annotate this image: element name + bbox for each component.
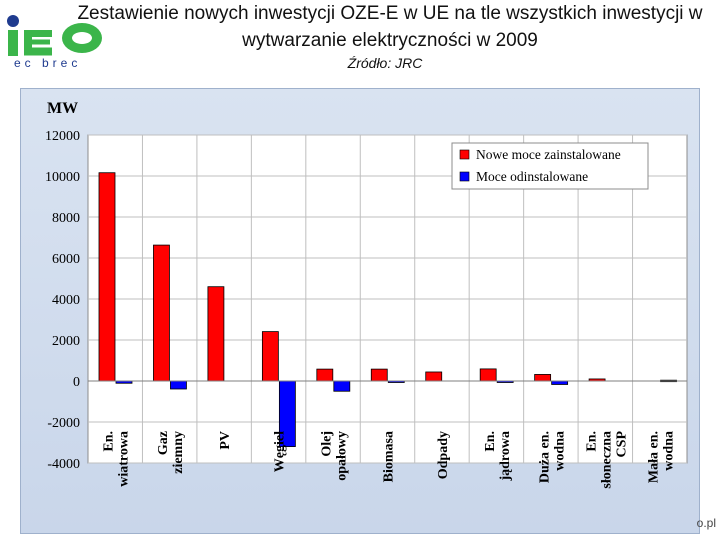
y-tick-label: 6000 — [52, 252, 80, 267]
x-category-label: wiatrowa — [117, 431, 132, 487]
y-tick-label: 10000 — [45, 170, 80, 185]
x-category-label: Duża en. — [537, 431, 552, 483]
y-tick-label: 8000 — [52, 211, 80, 226]
x-category-label: wodna — [552, 431, 567, 471]
bar-installed — [153, 244, 170, 382]
x-axis-labels: En. wiatrowa Gaz ziemny PV Węgiel Olej opałowy B… — [102, 431, 677, 489]
x-category-label: Mała en. — [646, 431, 661, 483]
x-category-label: PV — [218, 431, 233, 450]
bar-installed — [261, 331, 279, 382]
x-category-label: słoneczna — [599, 431, 614, 489]
y-tick-label: -4000 — [47, 457, 80, 472]
bar-installed — [207, 286, 225, 382]
bar-chart: MW 12000 10000 8000 6000 4000 2000 0 -2000 -4000… — [45, 100, 688, 489]
x-category-label: wodna — [661, 431, 676, 471]
bar-installed — [316, 368, 334, 382]
logo-bar-i — [8, 30, 18, 56]
x-category-label: opałowy — [335, 431, 350, 481]
x-category-label: Odpady — [436, 431, 451, 479]
bar-installed — [370, 368, 388, 382]
x-category-label: jądrowa — [498, 431, 513, 482]
chart-frame: MW 12000 10000 8000 6000 4000 2000 0 -2000 -4000… — [20, 88, 700, 534]
bar-decommissioned — [333, 380, 351, 392]
y-tick-label: 0 — [73, 375, 80, 390]
logo-letter-e — [24, 30, 52, 56]
logo-letter-o-hole — [72, 32, 92, 44]
bar-installed — [479, 368, 497, 382]
y-tick-label: 2000 — [52, 334, 80, 349]
ieo-logo — [7, 15, 102, 56]
y-axis-title: MW — [47, 100, 78, 117]
x-category-label: En. — [483, 431, 498, 452]
bar-installed — [98, 172, 116, 382]
x-category-label: En. — [102, 431, 117, 452]
legend-label: Moce odinstalowane — [476, 169, 588, 184]
bars — [88, 172, 687, 447]
y-tick-label: 4000 — [52, 293, 80, 308]
bar-installed — [534, 374, 552, 382]
x-category-label: ziemny — [171, 431, 186, 474]
bar-decommissioned — [551, 380, 569, 385]
x-category-label: Olej — [320, 431, 335, 457]
legend: Nowe moce zainstalowane Moce odinstalowan… — [451, 142, 649, 190]
y-tick-label: -2000 — [47, 416, 80, 431]
bar-decommissioned — [170, 380, 187, 390]
x-category-label: CSP — [614, 431, 629, 458]
slide-title: Zestawienie nowych inwestycji OZE-E w UE… — [77, 3, 703, 51]
y-tick-label: 12000 — [45, 129, 80, 144]
footer-url-fragment: o.pl — [696, 516, 716, 530]
bar-installed — [425, 371, 443, 382]
x-category-label: Gaz — [156, 431, 171, 455]
x-category-label: Biomasa — [382, 431, 397, 482]
legend-label: Nowe moce zainstalowane — [476, 147, 621, 162]
legend-box — [451, 142, 649, 190]
x-category-label: Węgiel — [273, 431, 288, 472]
source-note: Źródło: JRC — [347, 55, 423, 71]
y-axis-ticks: 12000 10000 8000 6000 4000 2000 0 -2000 -4000 — [45, 129, 80, 472]
legend-swatch — [459, 149, 470, 160]
logo-dot — [7, 15, 19, 27]
logo-subtitle: ec brec — [14, 56, 82, 70]
x-category-label: En. — [584, 431, 599, 452]
legend-swatch — [459, 171, 470, 182]
